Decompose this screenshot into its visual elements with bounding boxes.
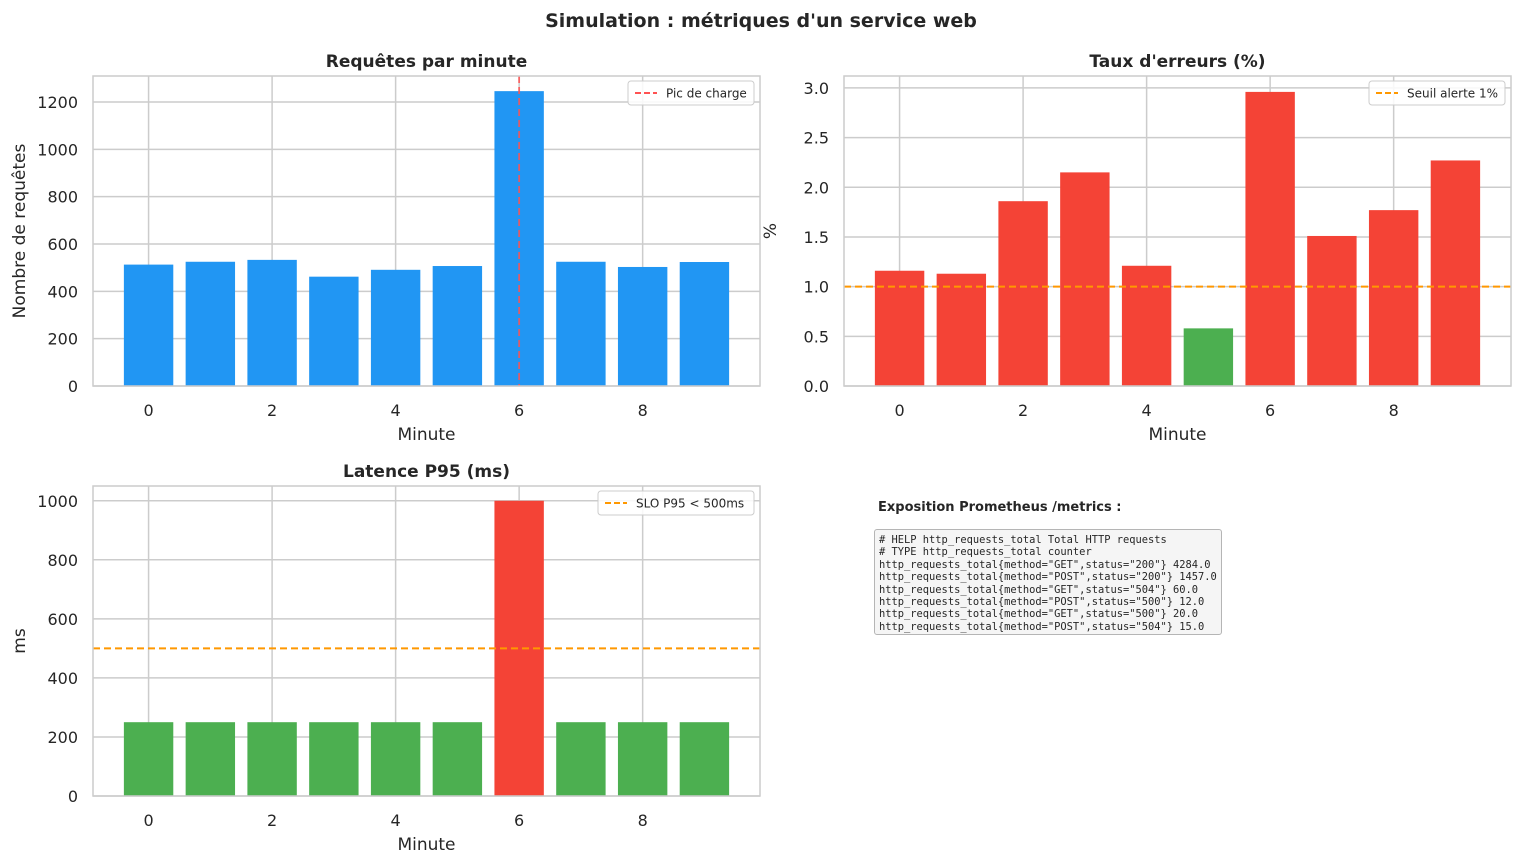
- y-tick-label: 3.0: [804, 79, 829, 98]
- bar-errors-minute-4: [1121, 265, 1172, 386]
- latency-chart: 0 2 4 6 8 0 200 400 600 800 1000 Latence P95 (ms) Mi…: [10, 462, 761, 855]
- x-axis-label: Minute: [397, 835, 455, 855]
- y-tick-label: 800: [47, 188, 78, 207]
- x-tick-label: 6: [514, 401, 524, 420]
- axes-frame: [92, 75, 761, 387]
- y-axis-label: Nombre de requêtes: [10, 144, 30, 319]
- bar-latency-minute-7: [556, 722, 606, 796]
- y-tick-label: 0: [68, 787, 78, 806]
- x-tick-label: 8: [638, 811, 648, 830]
- y-tick-label: 1.5: [804, 228, 829, 247]
- x-tick-label: 4: [391, 811, 401, 830]
- x-tick-label: 8: [638, 401, 648, 420]
- bar-latency-minute-2: [247, 722, 297, 796]
- bar-latency-minute-9: [679, 722, 730, 796]
- y-tick-label: 200: [47, 330, 78, 349]
- x-tick-label: 8: [1389, 401, 1399, 420]
- y-tick-label: 2.0: [804, 178, 829, 197]
- y-tick-label: 400: [47, 669, 78, 688]
- y-tick-label: 0: [68, 377, 78, 396]
- y-tick-label: 1000: [37, 140, 78, 159]
- prometheus-line: http_requests_total{method="GET",status=…: [879, 583, 1199, 596]
- legend-box: [627, 80, 755, 106]
- y-tick-label: 400: [47, 282, 78, 301]
- bar-latency-minute-8: [617, 722, 668, 796]
- legend-box: [597, 490, 755, 516]
- prometheus-title: Exposition Prometheus /metrics :: [878, 500, 1122, 515]
- x-tick-label: 2: [267, 401, 277, 420]
- legend-box: [1368, 80, 1506, 106]
- prometheus-line: # TYPE http_requests_total counter: [879, 546, 1092, 559]
- prometheus-line: http_requests_total{method="POST",status…: [879, 596, 1205, 609]
- bar-latency-minute-5: [432, 722, 483, 796]
- bar-errors-minute-8: [1368, 210, 1419, 386]
- bar-errors-minute-7: [1307, 235, 1357, 386]
- x-axis-label: Minute: [397, 425, 455, 445]
- axes-frame: [92, 485, 761, 797]
- requests-chart: 0 2 4 6 8 0 200 400 600 800 1000 1200 Requêtes par m…: [10, 52, 761, 445]
- bar-requests-minute-9: [679, 262, 730, 386]
- x-tick-label: 4: [1142, 401, 1152, 420]
- legend-label: Pic de charge: [666, 87, 747, 101]
- y-tick-label: 600: [47, 235, 78, 254]
- bar-errors-minute-2: [998, 201, 1048, 386]
- bar-latency-minute-4: [370, 722, 421, 796]
- y-tick-label: 0.0: [804, 377, 829, 396]
- figure-title: Simulation : métriques d'un service web: [545, 10, 977, 32]
- bar-requests-minute-3: [309, 276, 359, 386]
- prometheus-line: http_requests_total{method="GET",status=…: [879, 608, 1199, 621]
- chart-title: Requêtes par minute: [326, 52, 527, 72]
- bar-errors-minute-6: [1245, 91, 1295, 387]
- legend-label: Seuil alerte 1%: [1407, 87, 1498, 101]
- bar-requests-minute-1: [185, 261, 236, 386]
- x-tick-label: 2: [267, 811, 277, 830]
- bar-errors-minute-1: [936, 273, 987, 386]
- bar-latency-minute-1: [185, 722, 236, 796]
- bar-errors-minute-5: [1183, 328, 1234, 386]
- bar-errors-minute-3: [1060, 172, 1110, 386]
- error-rate-chart: 0 2 4 6 8 0.0 0.5 1.0 1.5 2.0 2.5 3.0 Taux d'erreurs…: [761, 52, 1512, 445]
- bar-latency-minute-3: [309, 722, 359, 796]
- y-tick-label: 200: [47, 728, 78, 747]
- chart-title: Latence P95 (ms): [343, 462, 510, 482]
- chart-title: Taux d'erreurs (%): [1089, 52, 1265, 72]
- bar-requests-minute-0: [123, 264, 174, 386]
- x-tick-label: 6: [1265, 401, 1275, 420]
- y-tick-label: 1.0: [804, 278, 829, 297]
- x-tick-label: 4: [391, 401, 401, 420]
- x-tick-label: 2: [1018, 401, 1028, 420]
- y-tick-label: 0.5: [804, 327, 829, 346]
- y-tick-label: 2.5: [804, 129, 829, 148]
- y-tick-label: 1200: [37, 93, 78, 112]
- prometheus-line: http_requests_total{method="GET",status=…: [879, 558, 1211, 571]
- bar-requests-minute-5: [432, 266, 483, 386]
- prometheus-line: http_requests_total{method="POST",status…: [879, 571, 1217, 584]
- bar-requests-minute-7: [556, 261, 606, 386]
- prometheus-code-box: # HELP http_requests_total Total HTTP re…: [874, 529, 1222, 636]
- bar-requests-minute-8: [617, 266, 668, 386]
- x-tick-label: 0: [143, 811, 153, 830]
- prometheus-line: http_requests_total{method="POST",status…: [879, 620, 1205, 633]
- axes-frame: [843, 75, 1512, 387]
- y-tick-label: 800: [47, 551, 78, 570]
- x-tick-label: 0: [143, 401, 153, 420]
- y-tick-label: 1000: [37, 492, 78, 511]
- prometheus-line: # HELP http_requests_total Total HTTP re…: [879, 534, 1167, 546]
- bar-requests-minute-6: [494, 91, 544, 387]
- y-axis-label: ms: [10, 628, 30, 654]
- bar-requests-minute-2: [247, 259, 297, 386]
- legend-label: SLO P95 < 500ms: [636, 497, 744, 511]
- x-tick-label: 0: [894, 401, 904, 420]
- bar-errors-minute-9: [1430, 160, 1481, 386]
- x-tick-label: 6: [514, 811, 524, 830]
- bar-errors-minute-0: [874, 270, 925, 386]
- x-axis-label: Minute: [1148, 425, 1206, 445]
- y-tick-label: 600: [47, 610, 78, 629]
- bar-requests-minute-4: [370, 269, 421, 386]
- bar-latency-minute-0: [123, 722, 174, 796]
- y-axis-label: %: [761, 223, 781, 239]
